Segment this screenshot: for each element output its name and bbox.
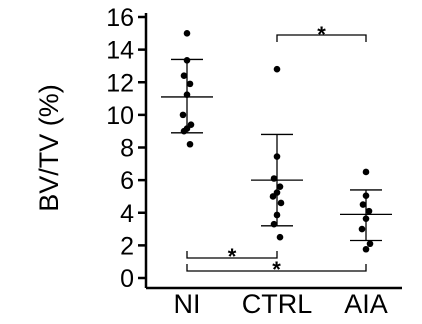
- x-category-labels: NI CTRL AIA: [174, 289, 388, 319]
- bracket-line: [186, 251, 278, 259]
- data-point: [180, 72, 188, 80]
- y-tick-label: 6: [120, 167, 134, 195]
- data-point: [359, 201, 367, 208]
- data-point: [186, 140, 194, 148]
- x-category-label: AIA: [344, 289, 388, 319]
- data-groups: [161, 30, 392, 253]
- significance-label: *: [228, 244, 237, 269]
- y-axis-label: BV/TV (%): [34, 84, 64, 212]
- data-point: [273, 211, 281, 219]
- group-ctrl: [251, 65, 303, 241]
- data-point: [362, 192, 370, 200]
- x-category-label: NI: [174, 289, 201, 319]
- significance-label: *: [272, 257, 281, 282]
- data-point: [179, 111, 187, 119]
- data-point: [273, 153, 281, 160]
- y-tick-label: 2: [120, 232, 134, 260]
- bracket-line: [276, 34, 367, 42]
- group-aia: [340, 168, 392, 253]
- y-tick-label: 0: [120, 265, 134, 293]
- bracket-line: [186, 264, 367, 272]
- axes: [144, 13, 402, 290]
- x-category-label: CTRL: [242, 289, 313, 319]
- y-tick-label: 10: [106, 102, 134, 130]
- data-point: [180, 127, 188, 135]
- data-point: [358, 225, 366, 233]
- significance-bracket: *: [186, 244, 278, 269]
- y-tick-label: 12: [106, 69, 134, 97]
- significance-label: *: [317, 22, 326, 47]
- y-tick-label: 4: [120, 200, 134, 228]
- data-point: [273, 65, 281, 73]
- data-point: [365, 207, 373, 215]
- data-point: [270, 175, 278, 182]
- data-point: [183, 91, 191, 98]
- y-tick-label: 14: [106, 37, 134, 65]
- y-tick-label: 8: [120, 135, 134, 163]
- significance-bracket: *: [186, 257, 367, 282]
- y-tick-label: 16: [106, 4, 134, 32]
- data-point: [183, 30, 191, 37]
- data-point: [362, 215, 370, 222]
- group-ni: [161, 30, 213, 148]
- data-point: [366, 240, 374, 248]
- data-point: [362, 245, 370, 253]
- data-point: [276, 183, 284, 190]
- y-ticks: 0 2 4 6 8 10 12 14 16: [106, 4, 146, 293]
- data-point: [276, 233, 284, 241]
- significance-brackets: * * *: [186, 22, 367, 282]
- significance-bracket: *: [276, 22, 367, 47]
- data-point: [277, 199, 285, 207]
- data-point: [186, 80, 194, 88]
- data-point: [183, 57, 191, 64]
- data-point: [362, 168, 370, 176]
- data-point: [269, 193, 277, 200]
- data-point: [270, 220, 278, 228]
